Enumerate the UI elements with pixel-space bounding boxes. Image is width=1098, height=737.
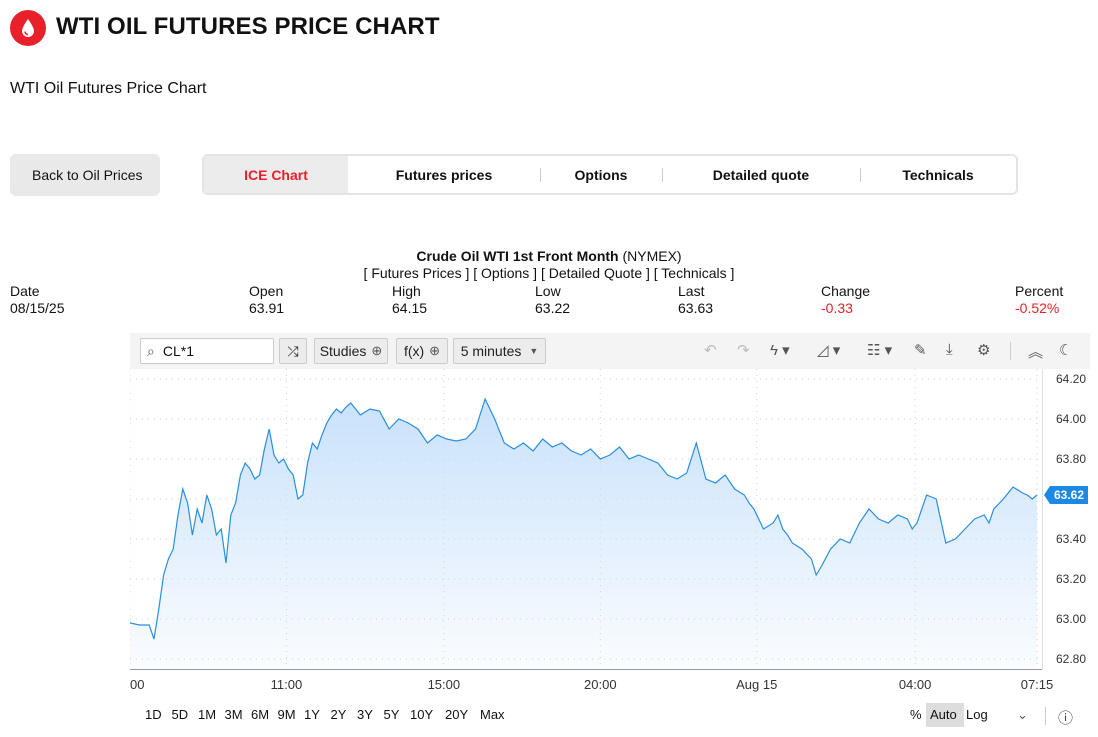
tab-technicals[interactable]: Technicals	[860, 156, 1016, 193]
price-line[interactable]	[130, 397, 1038, 640]
y-tick-label: 64.00	[1056, 412, 1086, 426]
range-max[interactable]: Max	[480, 707, 505, 722]
symbol-search-input[interactable]: ⌕ CL*1	[140, 338, 274, 364]
quote-low-value: 63.22	[535, 300, 571, 316]
lightning-icon[interactable]: ϟ ▾	[770, 342, 790, 359]
quote-percent-value: -0.52%	[1015, 300, 1060, 316]
range-10y[interactable]: 10Y	[410, 707, 434, 722]
x-tick-label: 20:00	[584, 677, 617, 692]
chart-heading-name: Crude Oil WTI 1st Front Month	[416, 248, 619, 264]
percent-scale-button[interactable]: %	[910, 707, 922, 722]
last-price-label: 63.62	[1054, 488, 1084, 502]
x-tick-label: 00	[130, 677, 144, 692]
last-price-badge	[1044, 486, 1088, 504]
page-title: WTI OIL FUTURES PRICE CHART	[56, 13, 440, 40]
search-icon: ⌕	[147, 342, 155, 359]
chart-widget: ⌕ CL*1 ⤮ Studies ⊕ f(x) ⊕ 5 minutes ▼ ↶ …	[130, 333, 1090, 733]
auto-scale-button[interactable]: Auto	[930, 707, 957, 722]
quote-low-label: Low	[535, 283, 561, 299]
brand-logo	[10, 10, 46, 46]
range-20y[interactable]: 20Y	[445, 707, 469, 722]
quote-last-label: Last	[678, 283, 705, 299]
quote-open-value: 63.91	[249, 300, 285, 316]
auto-scale-highlight	[926, 703, 964, 727]
quote-date-value: 08/15/25	[10, 300, 65, 316]
studies-button[interactable]: Studies ⊕	[314, 338, 388, 364]
range-3y[interactable]: 3Y	[357, 707, 373, 722]
range-selector: 1D 5D 1M 3M 6M 9M 1Y 2Y 3Y 5Y 10Y 20Y Max % Auto Log…	[130, 703, 1090, 729]
quote-date-label: Date	[10, 283, 40, 299]
interval-select[interactable]: 5 minutes ▼	[453, 338, 546, 364]
collapse-icon[interactable]: ︽	[1028, 344, 1044, 361]
y-tick-label: 63.80	[1056, 452, 1086, 466]
plus-circle-icon: ⊕	[371, 343, 383, 358]
plus-circle-icon: ⊕	[429, 343, 441, 358]
range-5y[interactable]: 5Y	[383, 707, 400, 722]
oil-drop-icon	[22, 19, 34, 37]
back-button-label: Back to Oil Prices	[32, 167, 143, 183]
log-scale-button[interactable]: Log	[966, 707, 988, 722]
symbol-value: CL*1	[162, 343, 194, 359]
range-1y[interactable]: 1Y	[304, 707, 320, 722]
tab-futures-prices[interactable]: Futures prices	[395, 166, 493, 183]
range-9m[interactable]: 9M	[277, 707, 296, 722]
quote-percent-label: Percent	[1015, 283, 1064, 299]
download-icon[interactable]: ⤓	[946, 341, 953, 358]
y-tick-label: 63.40	[1056, 532, 1086, 546]
y-tick-label: 63.00	[1056, 612, 1086, 626]
range-1d[interactable]: 1D	[145, 707, 162, 722]
range-2y[interactable]: 2Y	[330, 707, 347, 722]
compare-icon: ⤮	[287, 342, 299, 359]
quote-high-value: 64.15	[392, 300, 428, 316]
y-tick-label: 64.20	[1056, 372, 1086, 386]
x-tick-label: 11:00	[271, 677, 303, 692]
chart-heading: Crude Oil WTI 1st Front Month (NYMEX)	[0, 248, 1098, 264]
chart-links[interactable]: [ Futures Prices ] [ Options ] [ Detaile…	[363, 265, 735, 281]
quote-open-label: Open	[249, 283, 284, 299]
functions-label: f(x)	[403, 343, 425, 359]
range-3m[interactable]: 3M	[224, 707, 243, 722]
theme-icon[interactable]: ☾	[1059, 342, 1073, 359]
chart-tabs: ICE Chart Futures prices Options Detaile…	[202, 154, 1018, 195]
price-area	[130, 399, 1037, 669]
tab-detailed-quote[interactable]: Detailed quote	[662, 156, 860, 193]
back-to-oil-prices-button[interactable]: Back to Oil Prices	[10, 154, 160, 196]
x-tick-label: 07:15	[1021, 677, 1054, 692]
studies-label: Studies	[319, 343, 367, 359]
draw-icon[interactable]: ✎	[914, 342, 927, 359]
range-1m[interactable]: 1M	[198, 707, 217, 722]
range-6m[interactable]: 6M	[251, 707, 270, 722]
layout-icon[interactable]: ☷ ▾	[867, 342, 893, 359]
chart-heading-exchange: (NYMEX)	[618, 248, 682, 264]
chart-style-icon[interactable]: ◿ ▾	[817, 342, 841, 359]
x-tick-label: Aug 15	[736, 677, 777, 692]
gear-icon[interactable]: ⚙	[977, 342, 991, 359]
toolbar-divider	[1010, 342, 1011, 360]
expand-icon[interactable]: ⌄	[1017, 707, 1028, 722]
y-tick-label: 63.20	[1056, 572, 1086, 586]
chart-toolbar: ⌕ CL*1 ⤮ Studies ⊕ f(x) ⊕ 5 minutes ▼ ↶ …	[130, 333, 1090, 369]
help-icon[interactable]: ⓘ	[1058, 710, 1074, 727]
quote-last-value: 63.63	[678, 300, 714, 316]
page-subtitle: WTI Oil Futures Price Chart	[10, 80, 207, 97]
redo-icon[interactable]: ↷	[737, 342, 750, 359]
tab-options[interactable]: Options	[540, 156, 662, 193]
compare-button[interactable]: ⤮	[279, 338, 307, 364]
quote-change-value: -0.33	[821, 300, 853, 316]
x-tick-label: 15:00	[428, 677, 461, 692]
quote-high-label: High	[392, 283, 421, 299]
tab-ice-chart[interactable]: ICE Chart	[204, 156, 348, 193]
x-tick-label: 04:00	[899, 677, 932, 692]
price-chart[interactable]: 64.2064.0063.8063.6063.4063.2063.0062.80…	[130, 369, 1090, 709]
quote-change-label: Change	[821, 283, 871, 299]
range-5d[interactable]: 5D	[171, 707, 189, 722]
interval-label: 5 minutes	[460, 343, 522, 359]
y-tick-label: 62.80	[1056, 652, 1086, 666]
chevron-down-icon: ▼	[529, 346, 539, 356]
functions-button[interactable]: f(x) ⊕	[396, 338, 448, 364]
undo-icon[interactable]: ↶	[704, 342, 717, 359]
range-divider	[1045, 707, 1046, 725]
